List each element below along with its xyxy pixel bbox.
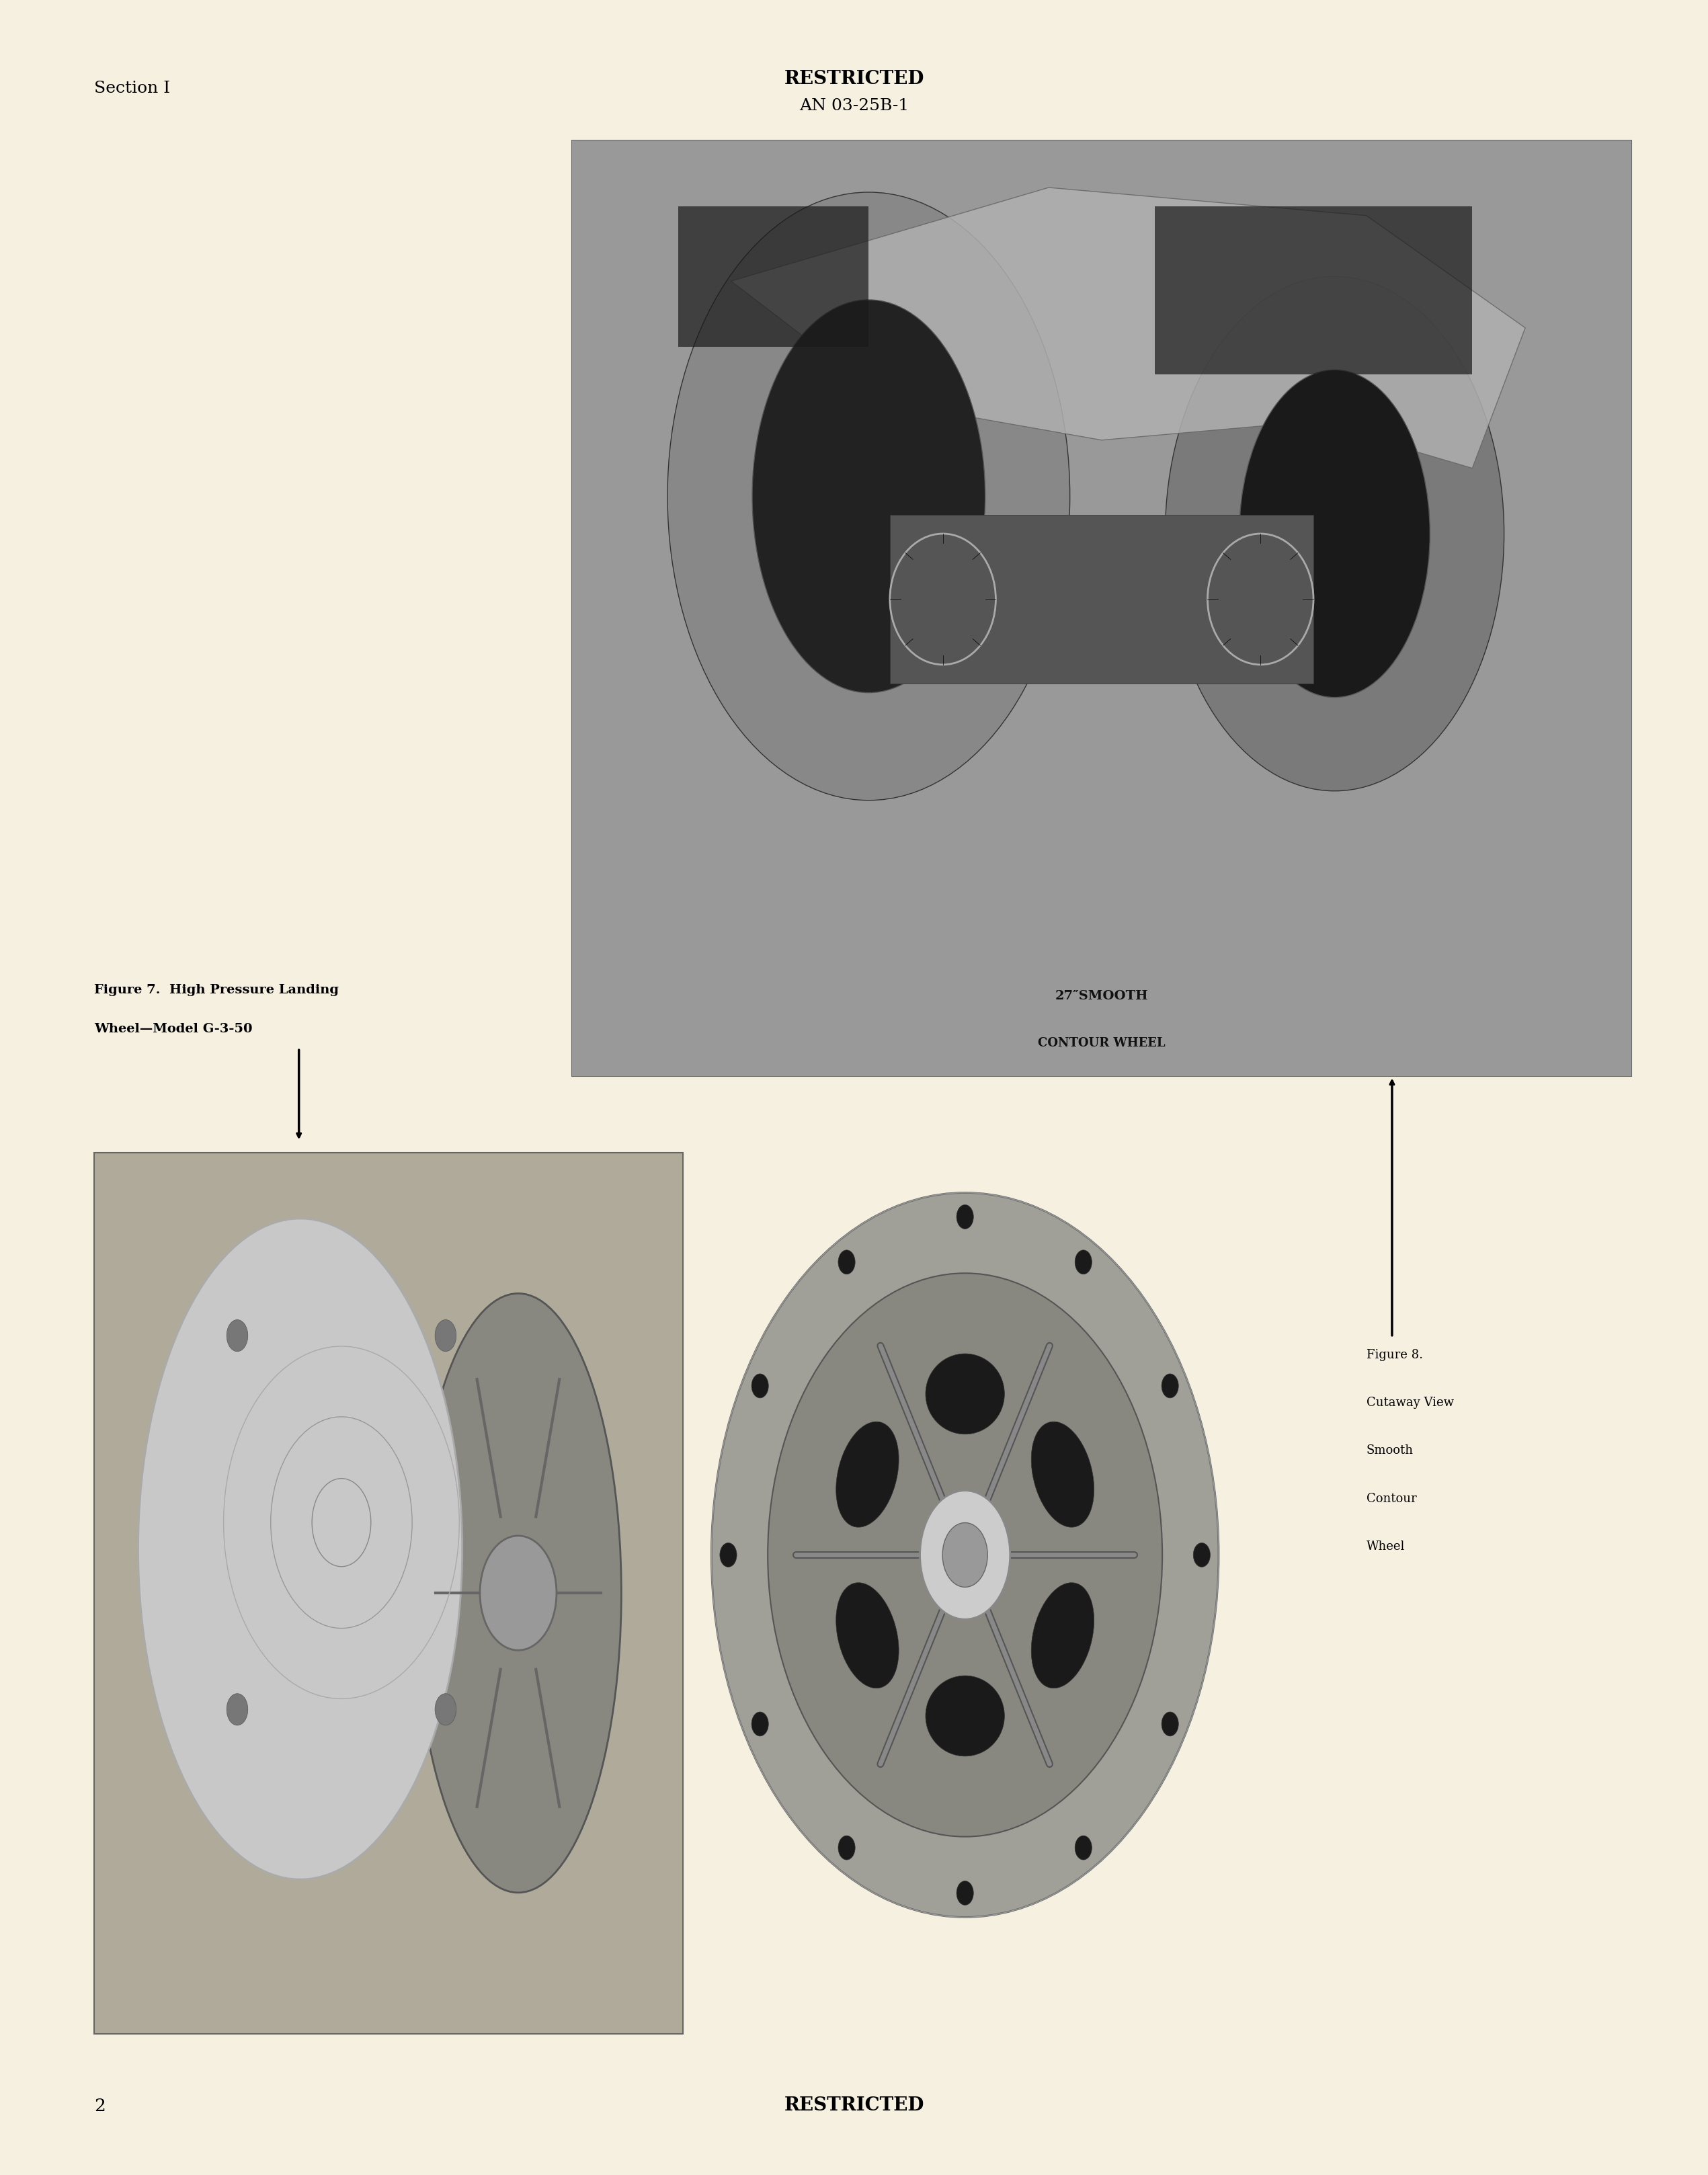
Circle shape [767,1275,1161,1836]
Circle shape [227,1320,248,1351]
Text: Cutaway View: Cutaway View [1366,1396,1454,1409]
Ellipse shape [138,1218,463,1879]
Circle shape [1074,1251,1091,1275]
Text: AN 03-25B-1: AN 03-25B-1 [799,98,909,113]
Circle shape [480,1536,557,1651]
Circle shape [1161,1712,1179,1736]
Ellipse shape [926,1675,1004,1757]
Text: Figure 7.  High Pressure Landing: Figure 7. High Pressure Landing [94,983,338,996]
Ellipse shape [835,1422,898,1527]
Ellipse shape [668,194,1069,800]
Bar [678,207,869,348]
Circle shape [711,1192,1220,1918]
Circle shape [752,1375,769,1399]
Circle shape [1161,1375,1179,1399]
Ellipse shape [835,1583,898,1688]
Circle shape [943,1522,987,1588]
Ellipse shape [752,300,986,694]
Text: CONTOUR WHEEL: CONTOUR WHEEL [1038,1037,1165,1048]
Circle shape [719,1542,736,1568]
Ellipse shape [415,1294,622,1892]
Text: Wheel—Model G-3-50: Wheel—Model G-3-50 [94,1022,253,1035]
Ellipse shape [1032,1583,1095,1688]
Polygon shape [731,187,1525,470]
Text: Section I: Section I [94,80,171,96]
Text: 2: 2 [94,2097,106,2114]
Ellipse shape [1032,1422,1095,1527]
Text: 27″SMOOTH: 27″SMOOTH [1056,990,1148,1003]
Bar [94,1153,683,2034]
Text: RESTRICTED: RESTRICTED [784,70,924,87]
Circle shape [839,1251,856,1275]
Circle shape [1074,1836,1091,1860]
Circle shape [839,1836,856,1860]
Circle shape [921,1490,1009,1620]
Text: Figure 8.: Figure 8. [1366,1348,1423,1362]
Circle shape [956,1205,974,1229]
Ellipse shape [1240,370,1430,698]
Ellipse shape [1165,276,1505,792]
Circle shape [956,1881,974,1905]
Text: Contour: Contour [1366,1492,1416,1505]
Bar [1155,207,1472,374]
Circle shape [436,1694,456,1725]
Text: RESTRICTED: RESTRICTED [784,2097,924,2114]
Circle shape [1194,1542,1211,1568]
Circle shape [227,1694,248,1725]
Bar [890,515,1313,683]
Circle shape [436,1320,456,1351]
Text: Smooth: Smooth [1366,1444,1414,1457]
Bar [572,141,1631,1077]
Ellipse shape [926,1353,1004,1436]
Circle shape [752,1712,769,1736]
Text: Wheel: Wheel [1366,1540,1406,1553]
